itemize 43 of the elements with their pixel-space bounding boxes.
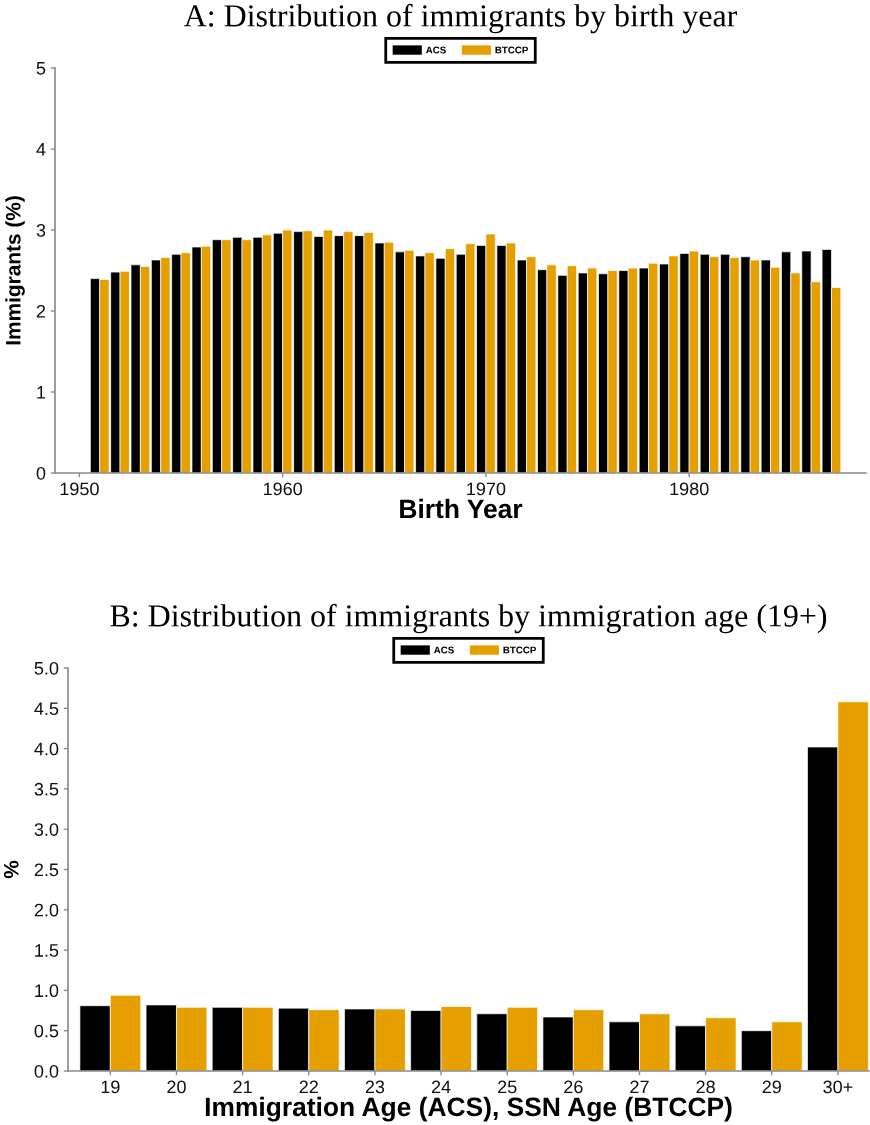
y-tick-label: 3 [36,223,46,237]
y-tick-label: 5.0 [34,661,59,675]
legend-label: ACS [425,46,446,54]
legend-label: ACS [433,646,454,654]
x-tick-label: 26 [564,1080,583,1094]
x-tick-label: 1980 [670,482,709,496]
y-tick-label: 4.0 [34,742,59,756]
y-axis-title: Immigrants (%) [5,196,25,345]
y-tick-label: 4 [36,143,46,156]
y-tick-label: 1.0 [35,984,59,998]
x-tick-label: 1970 [467,482,506,496]
chart-title: B: Distribution of immigrants by immigration age (19+) [110,603,827,634]
x-tick-label: 24 [431,1080,451,1094]
y-tick-label: 0 [36,466,46,480]
chart-title: A: Distribution of immigrants by birth year [184,3,738,34]
y-tick-label: 5 [36,62,46,75]
y-tick-label: 2 [36,304,46,318]
y-tick-label: 2.5 [34,863,59,877]
y-tick-label: 2.0 [34,903,59,917]
y-axis-title: % [3,860,19,879]
y-tick-label: 1.5 [35,944,59,957]
legend-label: BTCCP [495,46,529,54]
x-tick-label: 23 [365,1080,385,1094]
y-tick-label: 0.0 [34,1064,59,1078]
y-tick-label: 3.5 [34,782,59,796]
y-tick-label: 3.0 [34,823,59,836]
x-tick-label: 25 [498,1080,517,1094]
x-tick-label: 27 [630,1080,649,1094]
y-tick-label: 0.5 [34,1024,59,1038]
x-tick-label: 1950 [60,482,99,496]
x-tick-label: 19 [101,1080,120,1094]
x-tick-label: 20 [167,1080,186,1094]
y-tick-label: 1 [37,386,46,399]
x-tick-label: 28 [696,1080,715,1094]
x-tick-label: 1960 [263,482,303,496]
x-axis-title: Immigration Age (ACS), SSN Age (BTCCP) [205,1096,732,1122]
x-tick-label: 21 [233,1080,252,1094]
y-tick-label: 4.5 [34,702,59,716]
x-tick-label: 30+ [823,1080,853,1094]
x-tick-label: 22 [299,1080,318,1094]
x-tick-label: 29 [762,1080,781,1094]
x-axis-title: Birth Year [400,498,523,519]
legend-label: BTCCP [503,646,537,654]
